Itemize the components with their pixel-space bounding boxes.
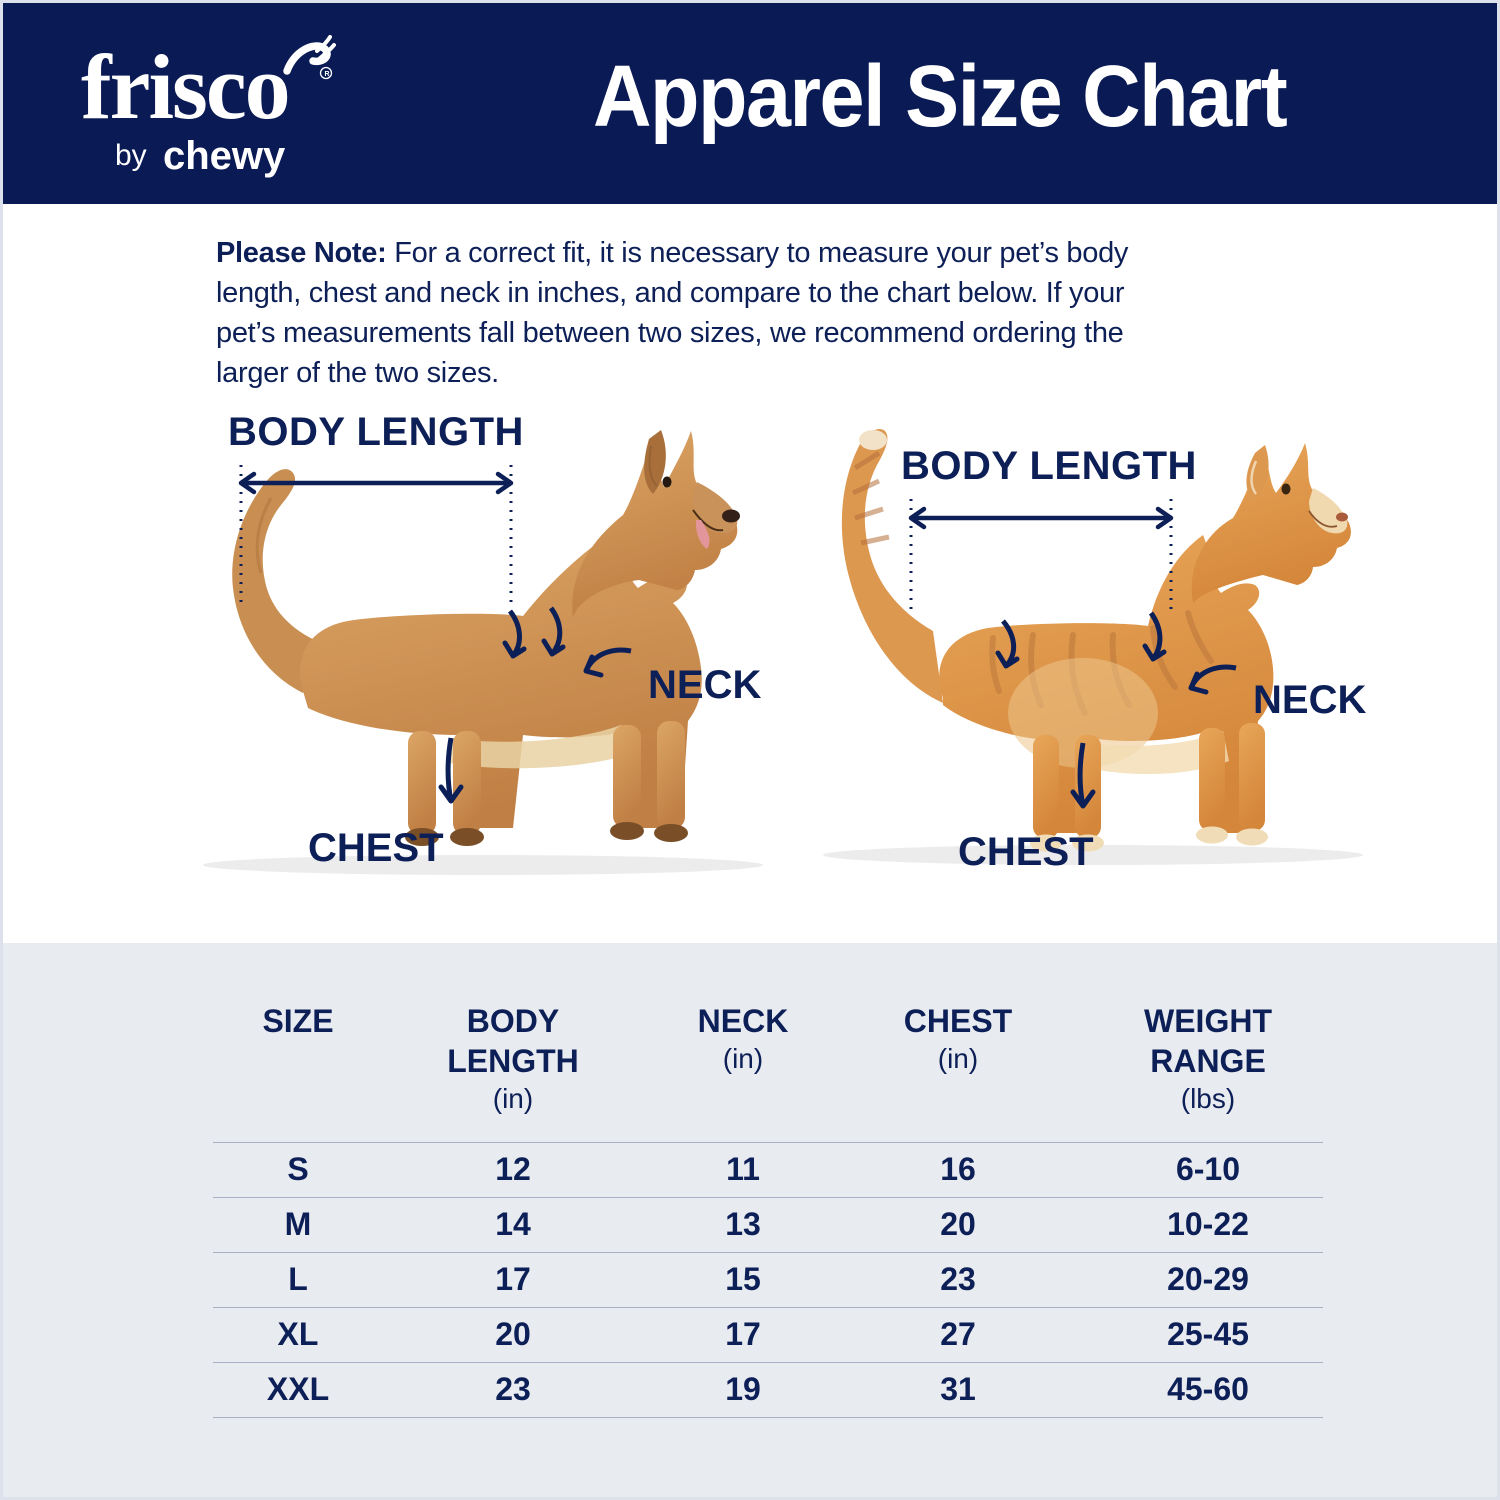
svg-text:CHEST: CHEST [958, 830, 1094, 874]
svg-text:BODY LENGTH: BODY LENGTH [228, 410, 524, 454]
svg-text:BODY LENGTH: BODY LENGTH [901, 444, 1197, 488]
svg-text:NECK: NECK [1253, 678, 1366, 722]
svg-text:R: R [324, 71, 329, 78]
svg-text:NECK: NECK [648, 663, 761, 707]
svg-text:by: by [115, 139, 147, 172]
svg-text:CHEST: CHEST [308, 826, 444, 870]
svg-text:chewy: chewy [163, 134, 286, 178]
